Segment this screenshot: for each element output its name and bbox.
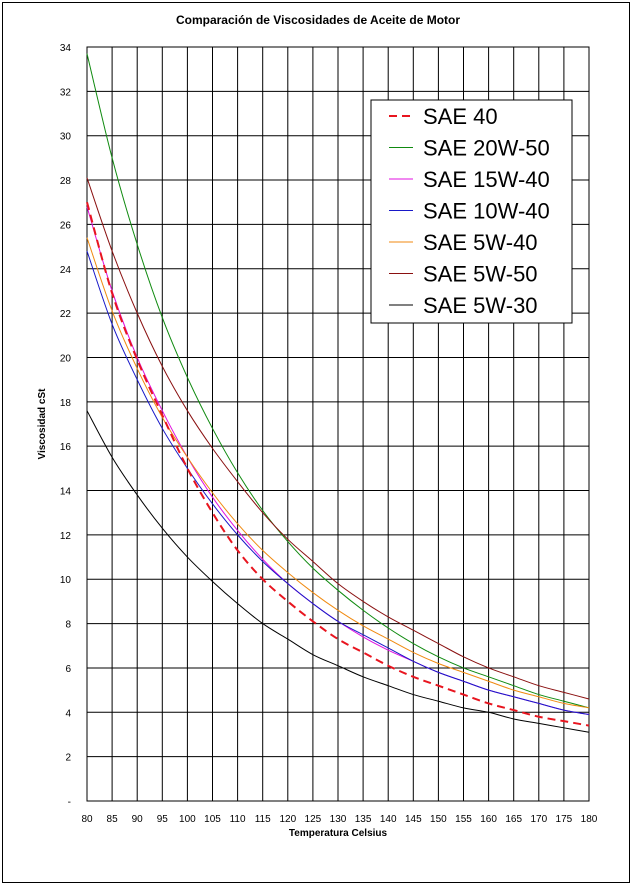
x-tick-label: 165	[505, 814, 522, 825]
y-tick-label: 30	[60, 132, 72, 143]
y-tick-label: 24	[60, 265, 72, 276]
y-tick-label: 26	[60, 220, 72, 231]
series-line-sae-5w-50	[86, 177, 590, 700]
legend-label: SAE 20W-50	[423, 136, 550, 161]
plot-area-border	[86, 46, 590, 802]
x-tick-label: 95	[157, 814, 169, 825]
x-tick-label: 135	[355, 814, 372, 825]
x-axis-label: Temperatura Celsius	[289, 828, 388, 839]
series-line-sae-40	[86, 201, 590, 727]
x-tick-label: 85	[107, 814, 119, 825]
legend-label: SAE 5W-30	[423, 293, 538, 318]
series-line-sae-5w-30	[86, 410, 590, 733]
y-tick-label: 32	[60, 87, 72, 98]
legend-label: SAE 10W-40	[423, 199, 550, 224]
y-tick-label: 16	[60, 442, 72, 453]
y-tick-label: 28	[60, 176, 72, 187]
legend: SAE 40 SAE 20W-50 SAE 15W-40 SAE 10W-40 SAE …	[370, 99, 573, 324]
legend-label: SAE 15W-40	[423, 167, 550, 192]
y-tick-label: 18	[60, 398, 72, 409]
x-tick-label: 150	[430, 814, 447, 825]
y-tick-label: 10	[60, 575, 72, 586]
y-tick-label: 4	[65, 708, 71, 719]
legend-box	[370, 99, 573, 324]
y-tick-label: 14	[60, 487, 72, 498]
legend-label: SAE 5W-50	[423, 262, 538, 287]
x-tick-label: 80	[81, 814, 93, 825]
y-tick-label: 22	[60, 309, 72, 320]
x-tick-label: 125	[305, 814, 322, 825]
series-layer	[86, 53, 590, 733]
y-tick-label: 2	[65, 753, 71, 764]
series-line-sae-10w-40	[86, 250, 590, 716]
y-axis-label: Viscosidad cSt	[37, 388, 48, 460]
series-line-sae-20w-50	[86, 53, 590, 709]
x-tick-label: 175	[556, 814, 573, 825]
x-tick-label: 140	[380, 814, 397, 825]
x-tick-label: 115	[255, 814, 271, 825]
x-tick-label: 170	[530, 814, 547, 825]
y-tick-label: -	[68, 797, 71, 808]
y-tick-label: 8	[65, 620, 71, 631]
x-tick-label: 105	[204, 814, 221, 825]
grid	[86, 46, 590, 802]
chart-title: Comparación de Viscosidades de Aceite de…	[176, 13, 460, 27]
x-tick-label: 155	[455, 814, 472, 825]
y-tick-label: 12	[60, 531, 72, 542]
x-tick-label: 120	[279, 814, 296, 825]
legend-label: SAE 40	[423, 104, 498, 129]
x-tick-label: 110	[230, 814, 246, 825]
x-tick-label: 100	[179, 814, 196, 825]
y-tick-label: 6	[65, 664, 71, 675]
x-tick-label: 130	[330, 814, 347, 825]
y-tick-label: 34	[60, 43, 72, 54]
legend-label: SAE 5W-40	[423, 230, 538, 255]
x-tick-label: 145	[405, 814, 422, 825]
x-tick-label: 180	[581, 814, 598, 825]
y-tick-label: 20	[60, 353, 72, 364]
x-tick-label: 90	[132, 814, 144, 825]
x-tick-label: 160	[480, 814, 497, 825]
